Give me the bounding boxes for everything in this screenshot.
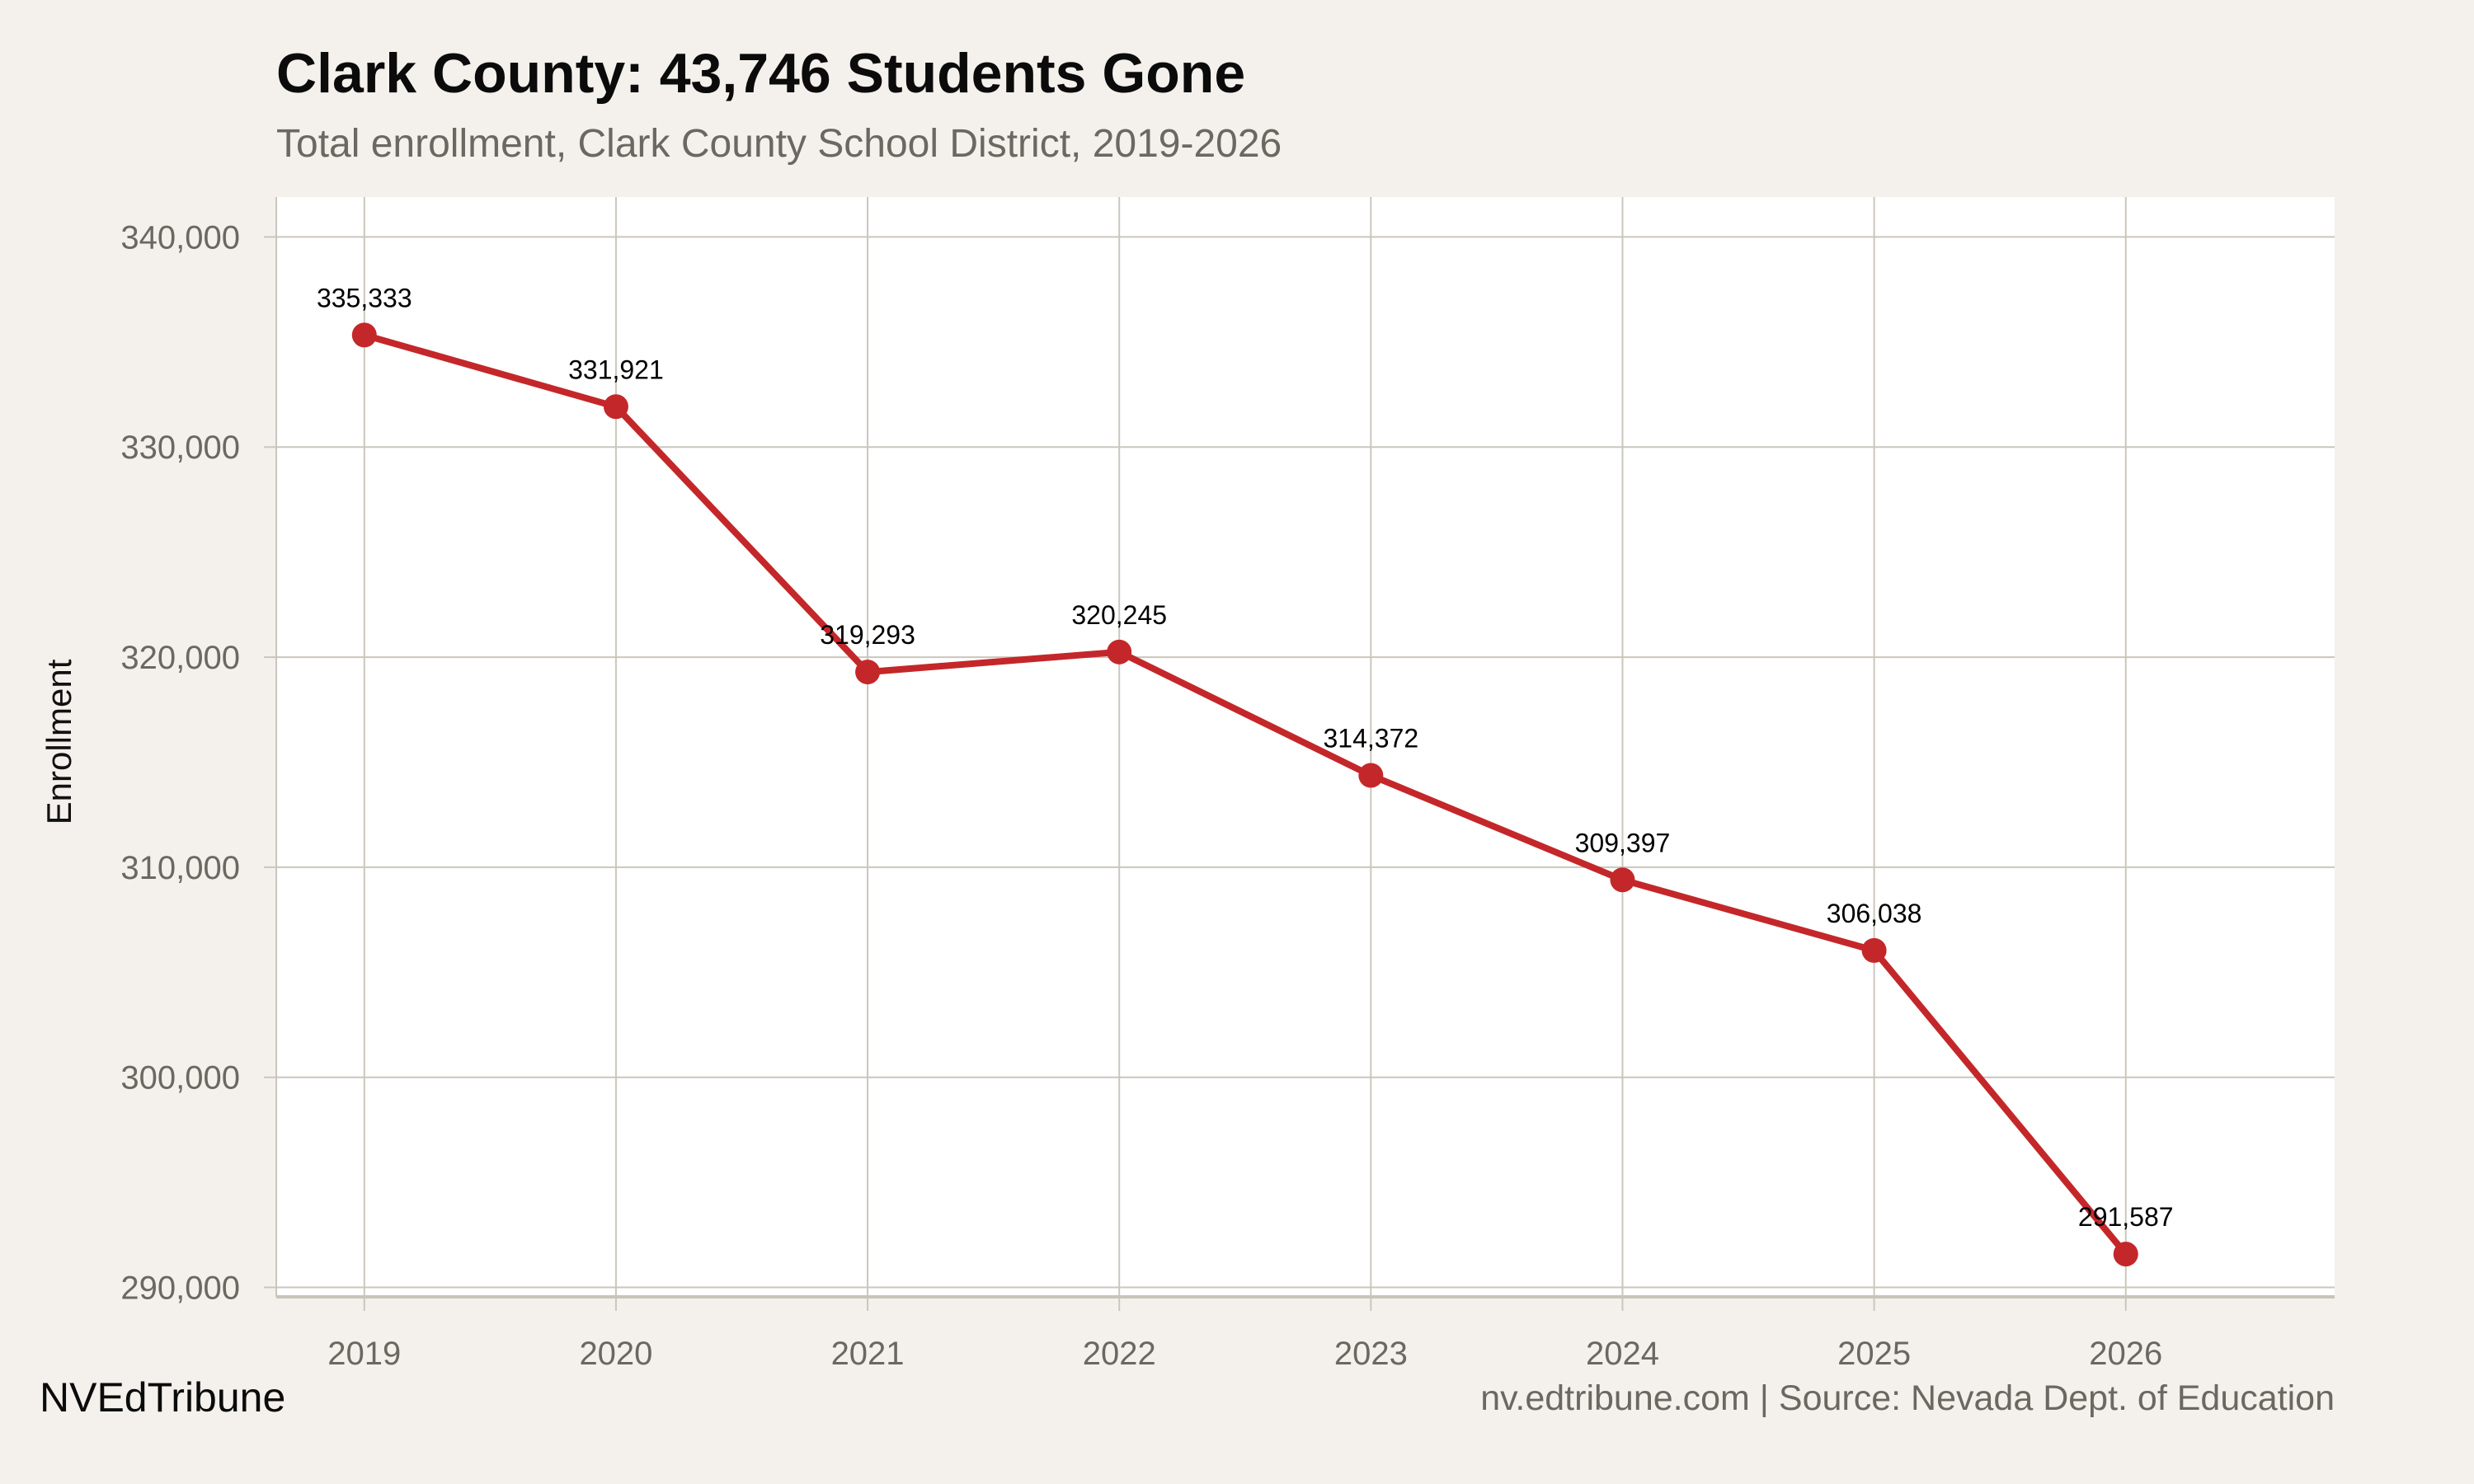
y-tick-label: 300,000: [120, 1060, 240, 1097]
data-label: 309,397: [1575, 828, 1671, 857]
x-tick-label: 2025: [1837, 1336, 1911, 1372]
brand-label: NVEdTribune: [40, 1374, 285, 1421]
x-tick-label: 2026: [2089, 1336, 2162, 1372]
y-axis-ticks: 290,000 300,000 310,000 320,000 330,000 340,0…: [120, 219, 240, 1306]
series-enrollment: 335,333 331,921 319,293 320,245 314,372 309,3…: [317, 283, 2174, 1267]
x-tick-label: 2024: [1586, 1336, 1659, 1372]
x-tick-label: 2019: [327, 1336, 401, 1372]
x-tick-label: 2020: [579, 1336, 652, 1372]
data-point: [351, 322, 377, 348]
data-point: [2113, 1242, 2138, 1267]
data-label: 314,372: [1323, 723, 1418, 753]
y-tick-label: 310,000: [120, 850, 240, 886]
x-tick-label: 2021: [831, 1336, 905, 1372]
data-point: [1610, 867, 1635, 893]
data-point: [1358, 763, 1384, 788]
data-label: 306,038: [1827, 899, 1922, 928]
data-point: [1107, 639, 1132, 665]
data-point: [603, 394, 628, 420]
data-label: 320,245: [1071, 600, 1167, 630]
data-label: 335,333: [317, 283, 412, 312]
y-tick-label: 320,000: [120, 640, 240, 676]
data-label: 319,293: [820, 620, 915, 650]
y-axis-label: Enrollment: [40, 659, 78, 824]
y-tick-label: 330,000: [120, 430, 240, 466]
x-axis-ticks: 2019 2020 2021 2022 2023 2024 2025 2026: [327, 1336, 2162, 1372]
data-point: [855, 660, 881, 685]
data-label: 331,921: [568, 355, 664, 384]
y-tick-label: 340,000: [120, 219, 240, 256]
y-tick-label: 290,000: [120, 1270, 240, 1307]
series-line: [363, 331, 2128, 1256]
gridlines: [264, 197, 2335, 1311]
data-label: 291,587: [2078, 1202, 2174, 1232]
source-caption: nv.edtribune.com | Source: Nevada Dept. …: [1480, 1378, 2335, 1418]
data-point: [1861, 937, 1887, 963]
chart-subtitle: Total enrollment, Clark County School Di…: [276, 122, 1282, 166]
x-tick-label: 2023: [1334, 1336, 1408, 1372]
chart-title: Clark County: 43,746 Students Gone: [276, 42, 1245, 105]
x-tick-label: 2022: [1083, 1336, 1156, 1372]
